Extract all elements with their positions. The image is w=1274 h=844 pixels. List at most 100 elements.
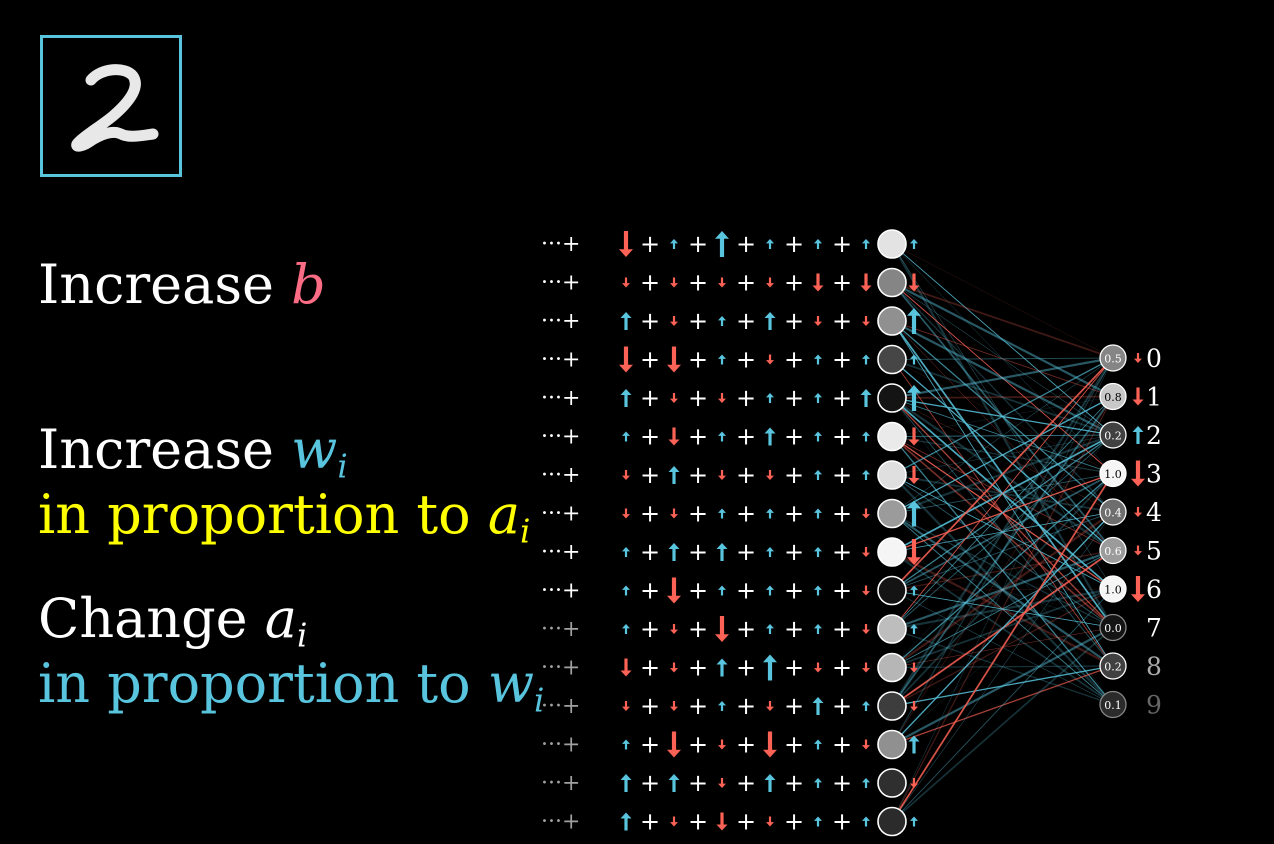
plus-sign: + xyxy=(832,384,852,412)
arrow-head xyxy=(766,547,774,552)
decrease-arrow-icon xyxy=(718,739,726,750)
output-neuron-9: 0.1 9 xyxy=(1099,691,1162,720)
plus-sign: + xyxy=(784,461,804,489)
decrease-arrow-icon xyxy=(670,316,678,326)
plus-sign: + xyxy=(640,731,660,759)
arrow-head xyxy=(862,470,870,475)
activation-variable: ai xyxy=(264,587,308,655)
connection-line xyxy=(891,357,1114,822)
increase-arrow-icon xyxy=(764,774,776,792)
arrow-head xyxy=(622,624,630,629)
hidden-row: ···+++++++ xyxy=(541,498,921,529)
arrow-head xyxy=(1131,594,1145,602)
hidden-neuron xyxy=(877,691,907,721)
output-neuron xyxy=(1099,459,1127,488)
arrow-head xyxy=(670,706,678,711)
decrease-arrow-icon xyxy=(812,273,824,292)
increase-arrow-icon xyxy=(766,508,774,519)
increase-arrow-icon xyxy=(718,316,726,326)
output-neuron xyxy=(1099,498,1127,526)
decrease-arrow-icon xyxy=(766,470,774,480)
plus-sign: + xyxy=(784,692,804,720)
arrow-head xyxy=(766,360,774,365)
plus-sign: + xyxy=(736,577,756,605)
plus-sign: + xyxy=(832,423,852,451)
output-digit-label: 6 xyxy=(1146,575,1162,604)
connection-line xyxy=(891,511,1114,822)
increase-arrow-icon xyxy=(718,585,726,596)
increase-arrow-icon xyxy=(860,389,872,407)
plus-sign: + xyxy=(736,500,756,528)
increase-arrow-icon xyxy=(862,701,870,711)
decrease-arrow-icon xyxy=(620,658,632,677)
hidden-neuron xyxy=(877,614,907,644)
arrow-head xyxy=(860,285,872,292)
decrease-arrow-icon xyxy=(862,585,870,596)
connection-line xyxy=(891,357,1114,514)
increase-arrow-icon xyxy=(814,585,822,596)
connection-line xyxy=(891,357,1114,745)
plus-sign: + xyxy=(688,307,708,335)
hidden-neuron xyxy=(877,383,907,413)
hidden-neuron xyxy=(877,267,907,298)
arrow-head xyxy=(667,595,681,604)
decrease-arrow-icon xyxy=(715,616,729,642)
rule-text: in proportion to xyxy=(38,483,471,546)
hidden-neuron xyxy=(877,306,907,336)
arrow-head xyxy=(910,816,918,821)
arrow-head xyxy=(860,389,872,396)
decrease-arrow-icon xyxy=(860,273,872,292)
connection-line xyxy=(891,282,1114,474)
row-prefix: ···+ xyxy=(541,694,580,719)
connection-line xyxy=(891,472,1114,707)
increase-arrow-icon xyxy=(907,385,921,411)
arrow-head xyxy=(862,668,870,673)
arrow-head xyxy=(718,701,726,706)
plus-sign: + xyxy=(640,230,660,258)
output-digit-label: 3 xyxy=(1146,460,1162,489)
plus-sign: + xyxy=(688,461,708,489)
rule-weight-proportion: in proportion to ai xyxy=(38,488,530,548)
decrease-arrow-icon xyxy=(910,701,918,711)
plus-sign: + xyxy=(688,808,708,836)
decrease-arrow-icon xyxy=(667,577,681,604)
plus-sign: + xyxy=(736,538,756,566)
output-neuron-8: 0.2 8 xyxy=(1099,652,1162,681)
plus-sign: + xyxy=(640,384,660,412)
plus-sign: + xyxy=(832,500,852,528)
increase-arrow-icon xyxy=(862,354,870,365)
plus-sign: + xyxy=(832,269,852,297)
connection-line xyxy=(891,626,1114,746)
plus-sign: + xyxy=(736,654,756,682)
connection-line xyxy=(891,473,1114,668)
arrow-head xyxy=(910,668,918,673)
arrow-head xyxy=(910,585,918,590)
plus-sign: + xyxy=(688,500,708,528)
row-prefix: ···+ xyxy=(541,425,580,450)
output-neuron xyxy=(1099,652,1127,680)
decrease-arrow-icon xyxy=(814,662,822,673)
increase-arrow-icon xyxy=(862,778,870,788)
arrow-head xyxy=(908,285,920,292)
connection-line xyxy=(891,511,1114,745)
increase-arrow-icon xyxy=(910,624,918,634)
arrow-head xyxy=(622,283,630,288)
increase-arrow-icon xyxy=(766,624,774,634)
arrow-head xyxy=(716,824,728,831)
increase-arrow-icon xyxy=(908,735,920,754)
arrow-head xyxy=(718,475,726,480)
plus-sign: + xyxy=(688,731,708,759)
increase-arrow-icon xyxy=(668,543,680,561)
rule-text: Increase xyxy=(38,418,274,481)
arrow-head xyxy=(907,557,921,565)
arrow-head xyxy=(862,701,870,706)
decrease-arrow-icon xyxy=(670,277,678,288)
plus-sign: + xyxy=(832,461,852,489)
arrow-head xyxy=(862,552,870,557)
hidden-row: ···+++++++ xyxy=(541,306,921,336)
arrow-head xyxy=(862,778,870,783)
decrease-arrow-icon xyxy=(670,393,678,403)
arrow-head xyxy=(910,624,918,629)
connection-line xyxy=(891,511,1114,591)
output-digit-label: 8 xyxy=(1146,652,1162,681)
